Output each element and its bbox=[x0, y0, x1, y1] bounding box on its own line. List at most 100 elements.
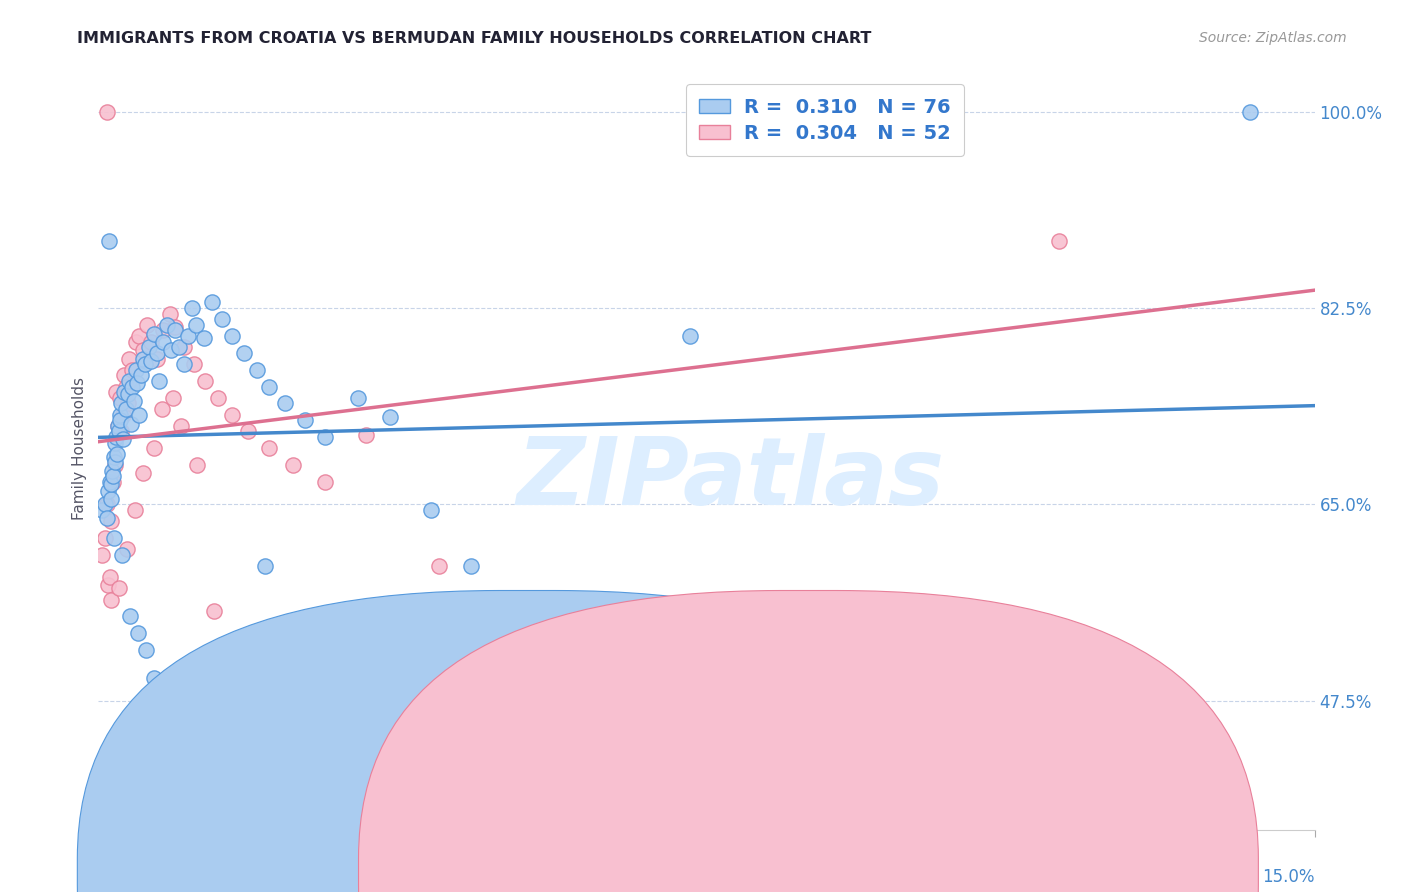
Point bbox=[132, 466, 155, 480]
Point bbox=[111, 548, 134, 562]
Point bbox=[152, 334, 174, 349]
Point bbox=[107, 582, 129, 596]
Point bbox=[679, 329, 702, 343]
Point bbox=[112, 368, 135, 383]
Point bbox=[125, 334, 148, 349]
Point bbox=[174, 716, 197, 731]
Point bbox=[91, 503, 114, 517]
Point bbox=[226, 638, 249, 652]
Point bbox=[253, 559, 276, 574]
Point bbox=[121, 379, 143, 393]
Point bbox=[139, 353, 162, 368]
Point bbox=[142, 442, 165, 455]
Point bbox=[1239, 104, 1261, 119]
Point bbox=[97, 578, 120, 592]
Point bbox=[105, 430, 128, 444]
Point bbox=[111, 408, 134, 422]
Point bbox=[314, 475, 336, 489]
Point bbox=[100, 592, 122, 607]
Point bbox=[128, 408, 150, 422]
Point bbox=[125, 362, 148, 376]
Point bbox=[165, 323, 187, 337]
Point bbox=[97, 483, 120, 498]
Point bbox=[118, 351, 141, 366]
Text: 15.0%: 15.0% bbox=[1263, 869, 1315, 887]
Point bbox=[94, 497, 117, 511]
Point bbox=[143, 671, 166, 685]
Point bbox=[117, 387, 139, 401]
Legend: R =  0.310   N = 76, R =  0.304   N = 52: R = 0.310 N = 76, R = 0.304 N = 52 bbox=[686, 84, 965, 156]
Point bbox=[115, 542, 138, 557]
Point bbox=[136, 318, 159, 332]
Point bbox=[176, 329, 198, 343]
Point bbox=[399, 727, 422, 741]
Point bbox=[100, 514, 122, 528]
Point bbox=[98, 475, 121, 489]
Point bbox=[186, 458, 208, 472]
Point bbox=[107, 425, 129, 439]
Point bbox=[148, 374, 170, 388]
Text: Source: ZipAtlas.com: Source: ZipAtlas.com bbox=[1199, 31, 1347, 45]
Point bbox=[104, 435, 127, 450]
Point bbox=[105, 385, 128, 400]
Point bbox=[162, 391, 184, 405]
Point bbox=[103, 450, 125, 465]
Point bbox=[101, 475, 124, 489]
Point bbox=[170, 418, 193, 433]
Point bbox=[107, 418, 129, 433]
Point bbox=[221, 408, 243, 422]
Point bbox=[173, 357, 195, 371]
Point bbox=[97, 234, 120, 248]
Point bbox=[107, 418, 129, 433]
Point bbox=[132, 343, 155, 357]
Point bbox=[122, 394, 145, 409]
Point bbox=[110, 425, 132, 439]
Point bbox=[112, 385, 135, 400]
Point bbox=[294, 413, 316, 427]
Point bbox=[257, 379, 280, 393]
Point bbox=[105, 447, 128, 461]
Point bbox=[111, 432, 134, 446]
Point bbox=[101, 464, 124, 478]
Point bbox=[139, 334, 162, 349]
Point bbox=[127, 626, 149, 640]
Point bbox=[274, 396, 297, 410]
Point bbox=[104, 458, 127, 472]
Point bbox=[129, 368, 152, 383]
Point bbox=[128, 329, 150, 343]
Point bbox=[221, 329, 243, 343]
Point bbox=[180, 301, 202, 315]
Point bbox=[501, 682, 523, 697]
Text: ZIPatlas: ZIPatlas bbox=[517, 433, 945, 524]
Point bbox=[100, 491, 122, 506]
Point bbox=[120, 417, 142, 431]
Point bbox=[354, 427, 377, 442]
Point bbox=[115, 379, 138, 393]
Point bbox=[101, 469, 124, 483]
Point bbox=[142, 326, 165, 341]
Point bbox=[159, 307, 181, 321]
Point bbox=[118, 374, 141, 388]
Point bbox=[184, 318, 207, 332]
Point bbox=[110, 413, 132, 427]
Point bbox=[150, 401, 173, 416]
Point bbox=[118, 609, 141, 624]
Y-axis label: Family Households: Family Households bbox=[72, 376, 87, 520]
Point bbox=[165, 320, 187, 334]
Point bbox=[173, 340, 195, 354]
Point bbox=[124, 503, 146, 517]
Point bbox=[193, 331, 215, 345]
Point bbox=[96, 104, 118, 119]
Point bbox=[245, 362, 267, 376]
Point bbox=[169, 340, 191, 354]
Point bbox=[104, 455, 127, 469]
Point bbox=[211, 312, 233, 326]
Point bbox=[108, 408, 131, 422]
Point bbox=[146, 351, 169, 366]
Point bbox=[110, 396, 132, 410]
Point bbox=[103, 531, 125, 545]
Point bbox=[117, 396, 139, 410]
Point bbox=[160, 343, 183, 357]
Point bbox=[1047, 234, 1070, 248]
Point bbox=[135, 643, 157, 657]
